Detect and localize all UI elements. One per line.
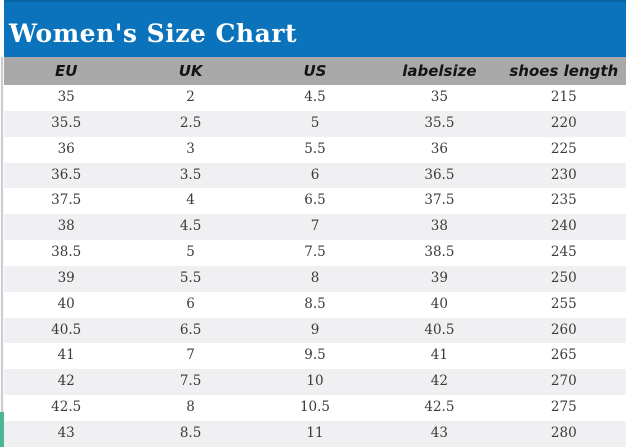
table-cell: 40.5 [51, 321, 82, 338]
table-cell: 270 [550, 373, 577, 390]
table-cell: 4 [186, 192, 195, 209]
table-cell: 215 [550, 89, 577, 105]
table-cell: 9.5 [304, 347, 326, 364]
table-cell: 7.5 [179, 373, 202, 390]
table-cell: 4.5 [179, 218, 202, 235]
table-cell: 38.5 [51, 244, 82, 261]
table-cell: 36.5 [424, 166, 455, 183]
table-cell: 36 [57, 140, 75, 157]
table-cell: 8 [310, 269, 320, 286]
table-cell: 5.5 [304, 140, 326, 157]
column-header-labelsize: labelsize [402, 62, 477, 80]
teal-accent [0, 412, 4, 447]
table-cell: 7.5 [304, 244, 326, 261]
left-edge-line [1, 57, 3, 412]
table-cell: 240 [550, 218, 577, 235]
table-cell: 2.5 [179, 114, 202, 131]
table-cell: 35 [430, 89, 448, 105]
table-cell: 250 [550, 269, 577, 286]
table-cell: 275 [550, 399, 577, 416]
table-cell: 35.5 [51, 114, 82, 131]
table-cell: 41 [57, 347, 75, 364]
table-cell: 42 [430, 373, 448, 390]
table-cell: 36 [430, 140, 448, 157]
table-cell: 265 [550, 347, 577, 364]
table-cell: 39 [57, 269, 75, 286]
table-cell: 35.5 [424, 114, 455, 131]
table-row: 40 6 8.5 40 255 [4, 291, 626, 318]
table-cell: 8.5 [304, 295, 326, 312]
table-cell: 40 [430, 295, 448, 312]
table-cell: 6 [186, 295, 195, 312]
column-header-eu: EU [54, 62, 78, 80]
table-cell: 260 [550, 321, 577, 338]
table-cell: 42.5 [424, 399, 455, 416]
table-cell: 235 [550, 192, 577, 209]
table-cell: 255 [550, 295, 577, 312]
table-cell: 3 [186, 140, 195, 157]
table-cell: 6.5 [304, 192, 326, 209]
table-cell: 280 [550, 424, 577, 441]
table-row: 42.5 8 10.5 42.5 275 [4, 395, 626, 421]
table-cell: 8.5 [179, 424, 202, 441]
table-row: 35.5 2.5 5 35.5 220 [4, 110, 626, 137]
column-header-uk: UK [178, 62, 203, 80]
table-row: 35 2 4.5 35 215 [4, 85, 626, 111]
table-cell: 38 [430, 218, 448, 235]
table-row: 36 3 5.5 36 225 [4, 136, 626, 163]
table-row: 41 7 9.5 41 265 [4, 343, 626, 370]
table-cell: 39 [430, 269, 448, 286]
table-cell: 7 [310, 218, 320, 235]
table-cell: 5 [310, 114, 320, 131]
table-row: 38 4.5 7 38 240 [4, 214, 626, 241]
table-cell: 4.5 [304, 89, 326, 105]
table-cell: 43 [430, 424, 448, 441]
table-cell: 10.5 [299, 399, 331, 416]
table-cell: 5.5 [179, 269, 202, 286]
table-cell: 9 [310, 321, 320, 338]
table-cell: 35 [57, 89, 75, 105]
table-row: 40.5 6.5 9 40.5 260 [4, 317, 626, 344]
table-row: 37.5 4 6.5 37.5 235 [4, 188, 626, 215]
table-cell: 230 [550, 166, 577, 183]
table-cell: 225 [550, 140, 577, 157]
table-row: 43 8.5 11 43 280 [4, 420, 626, 447]
page-title: Women's Size Chart [9, 18, 298, 48]
table-cell: 245 [550, 244, 577, 261]
table-header-row: EU UK US labelsize shoes length [4, 57, 626, 85]
table-row: 39 5.5 8 39 250 [4, 265, 626, 292]
table-row: 38.5 5 7.5 38.5 245 [4, 240, 626, 266]
table-cell: 11 [306, 424, 324, 441]
left-edge-artifact [0, 0, 4, 447]
table-cell: 38 [57, 218, 75, 235]
column-header-shoes-length: shoes length [509, 62, 619, 80]
table-cell: 40.5 [424, 321, 455, 338]
table-cell: 5 [186, 244, 195, 261]
table-body: 35 2 4.5 35 215 35.5 2.5 5 35.5 220 36 3 5.5 36 225 36.… [4, 85, 626, 447]
table-cell: 43 [57, 424, 75, 441]
table-cell: 40 [57, 295, 75, 312]
column-header-us: US [303, 62, 327, 80]
table-cell: 3.5 [179, 166, 202, 183]
table-cell: 42 [57, 373, 75, 390]
size-chart-page: Women's Size Chart EU UK US labelsize shoes … [4, 0, 626, 447]
table-cell: 38.5 [424, 244, 455, 261]
table-cell: 37.5 [51, 192, 82, 209]
table-cell: 42.5 [51, 399, 82, 416]
table-cell: 220 [550, 114, 577, 131]
title-bar: Women's Size Chart [4, 0, 626, 57]
table-row: 42 7.5 10 42 270 [4, 369, 626, 396]
table-cell: 7 [186, 347, 195, 364]
table-row: 36.5 3.5 6 36.5 230 [4, 162, 626, 189]
table-cell: 10 [306, 373, 324, 390]
table-cell: 8 [186, 399, 195, 416]
table-cell: 37.5 [424, 192, 455, 209]
table-cell: 2 [186, 89, 195, 105]
table-cell: 41 [430, 347, 448, 364]
table-cell: 36.5 [51, 166, 82, 183]
table-cell: 6.5 [179, 321, 202, 338]
table-cell: 6 [310, 166, 320, 183]
